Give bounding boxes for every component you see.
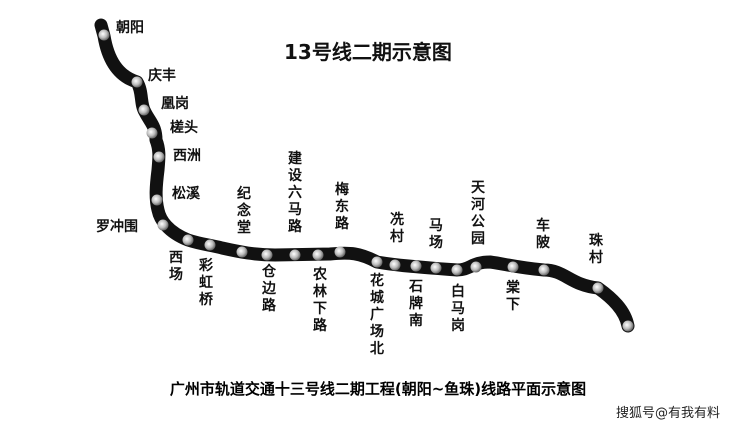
station-label: 花城广场北: [370, 273, 384, 357]
watermark: 搜狐号@有我有料: [616, 406, 721, 421]
station-dot: [98, 29, 110, 41]
station-dot: [622, 320, 634, 332]
station-label: 棠下: [506, 280, 520, 313]
station-dot: [470, 261, 482, 273]
station-dot: [371, 256, 383, 268]
station-dot: [592, 282, 604, 294]
station-label: 朝阳: [116, 20, 144, 36]
line-route: [94, 18, 635, 333]
station-dot: [430, 262, 442, 274]
station-label: 冼村: [390, 212, 404, 245]
station-dot: [153, 151, 165, 163]
station-label: 纪念堂: [237, 186, 251, 236]
station-label: 仓边路: [262, 264, 276, 314]
station-label: 庆丰: [148, 68, 176, 84]
station-dot: [236, 246, 248, 258]
station-label: 石牌南: [409, 279, 423, 329]
station-dot: [389, 259, 401, 271]
station-dot: [138, 104, 150, 116]
station-dot: [312, 249, 324, 261]
station-dot: [182, 234, 194, 246]
station-dot: [410, 260, 422, 272]
station-label: 西洲: [173, 148, 201, 164]
station-dot: [334, 246, 346, 258]
station-label: 珠村: [589, 233, 603, 266]
diagram-caption: 广州市轨道交通十三号线二期工程(朝阳~鱼珠)线路平面示意图: [169, 380, 587, 398]
station-dot: [507, 261, 519, 273]
station-label: 西场: [169, 250, 183, 283]
station-dot: [538, 264, 550, 276]
station-label: 车陂: [536, 218, 550, 251]
station-dot: [261, 249, 273, 261]
station-dot: [157, 219, 169, 231]
station-dot: [289, 249, 301, 261]
station-dot: [146, 127, 158, 139]
station-label: 马场: [429, 218, 443, 251]
station-label: 建设六马路: [288, 151, 302, 235]
station-dot: [131, 76, 143, 88]
station-label: 白马岗: [451, 284, 465, 334]
station-label: 农林下路: [313, 267, 327, 334]
station-dot: [451, 264, 463, 276]
station-label: 槎头: [170, 120, 198, 136]
station-label: 梅东路: [335, 182, 349, 232]
station-label: 天河公园: [471, 180, 485, 247]
station-label: 彩虹桥: [199, 258, 213, 308]
station-dot: [204, 239, 216, 251]
station-label: 罗冲围: [96, 219, 138, 235]
station-dot: [151, 194, 163, 206]
station-label: 松溪: [172, 186, 200, 202]
diagram-title: 13号线二期示意图: [284, 40, 452, 64]
station-label: 凰岗: [161, 96, 189, 112]
